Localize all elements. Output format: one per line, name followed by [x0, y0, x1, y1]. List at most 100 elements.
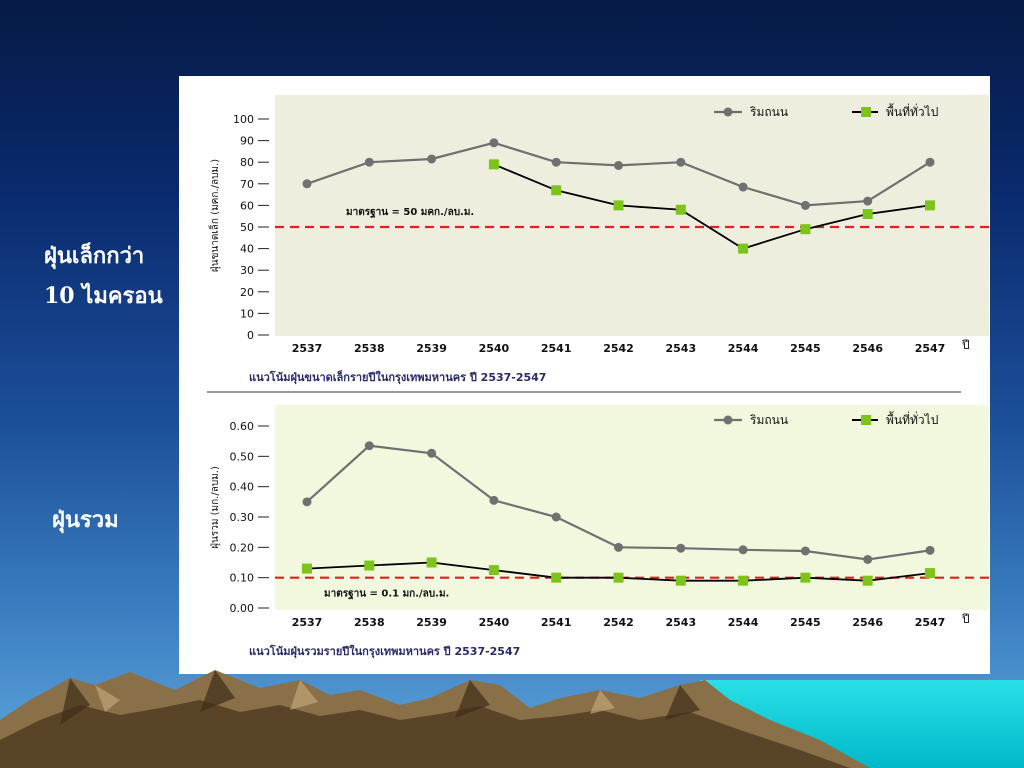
tsp-y-tick-label: 0.20	[230, 541, 255, 554]
pm10-x-tick-label: 2542	[603, 342, 634, 355]
pm10-x-tick-label: 2544	[728, 342, 759, 355]
chart-panel: 0 10 20 30 40 50 60 70 80 90 100 ฝุ่นขนาดเล็ก (มคก.…	[179, 76, 990, 674]
pm10-roadside-point	[489, 138, 499, 148]
tsp-x-tick-label: 2545	[790, 616, 821, 629]
pm10-x-tick-label: 2546	[852, 342, 883, 355]
pm10-x-tick-label: 2539	[416, 342, 447, 355]
pm10-y-tick-label: 100	[233, 113, 254, 126]
tsp-x-tick-label: 2544	[728, 616, 759, 629]
tsp-x-tick-label: 2543	[665, 616, 696, 629]
tsp-legend-general-marker	[861, 415, 871, 425]
tsp-roadside-point	[738, 545, 748, 555]
tsp-general-point	[302, 563, 312, 574]
pm10-x-tick-label: 2543	[665, 342, 696, 355]
tsp-general-point	[426, 557, 437, 568]
pm10-x-tick-label: 2540	[479, 342, 510, 355]
pm10-roadside-point	[427, 154, 437, 164]
tsp-x-tick-label: 2538	[354, 616, 385, 629]
pm10-chart-title: แนวโน้มฝุ่นขนาดเล็กรายปีในกรุงเทพมหานคร …	[249, 370, 546, 385]
pm10-general-point	[925, 200, 935, 211]
fine-dust-label: ฝุ่นเล็กกว่า 10 ไมครอน	[44, 236, 163, 316]
pm10-roadside-point	[800, 200, 810, 210]
tsp-x-tick-label: 2537	[292, 616, 323, 629]
tsp-y-tick-label: 0.40	[230, 481, 255, 494]
tsp-general-point	[488, 565, 499, 576]
pm10-y-tick-label: 0	[247, 329, 254, 342]
tsp-y-tick-label: 0.30	[230, 511, 255, 524]
tsp-general-point	[675, 575, 686, 586]
tsp-general-point	[613, 572, 624, 583]
tsp-general-point	[925, 568, 935, 579]
tsp-roadside-point	[551, 512, 561, 522]
pm10-roadside-point	[738, 182, 748, 192]
pm10-y-tick-label: 20	[240, 286, 254, 299]
pm10-roadside-point	[614, 160, 623, 170]
fine-dust-label-line2: 10 ไมครอน	[44, 283, 163, 309]
pm10-x-tick-label: 2545	[790, 342, 821, 355]
tsp-y-axis-label: ฝุ่นรวม (มก./ลบม.)	[210, 466, 221, 549]
pm10-x-tick-label: 2547	[915, 342, 946, 355]
tsp-roadside-point	[427, 448, 437, 458]
pm10-y-tick-label: 80	[240, 156, 254, 169]
pm10-roadside-point	[676, 157, 686, 167]
tsp-standard-label: มาตรฐาน = 0.1 มก./ลบ.ม.	[324, 589, 449, 600]
pm10-roadside-point	[302, 179, 312, 189]
pm10-general-point	[862, 209, 873, 220]
tsp-x-tick-label: 2542	[603, 616, 634, 629]
tsp-y-tick-label: 0.00	[230, 602, 255, 615]
pm10-x-tick-label: 2537	[292, 342, 323, 355]
pm10-y-tick-label: 40	[240, 243, 254, 256]
pm10-y-tick-label: 50	[240, 221, 254, 234]
pm10-y-tick-label: 60	[240, 199, 254, 212]
mountain-landscape	[0, 670, 1024, 768]
tsp-x-tick-label: 2547	[915, 616, 946, 629]
pm10-y-tick-label: 10	[240, 307, 254, 320]
pm10-y-axis-label: ฝุ่นขนาดเล็ก (มคก./ลบม.)	[207, 159, 221, 272]
tsp-y-tick-label: 0.10	[230, 572, 255, 585]
tsp-roadside-point	[364, 441, 374, 451]
pm10-roadside-point	[551, 157, 561, 167]
tsp-legend-roadside-marker	[723, 415, 733, 425]
tsp-general-point	[738, 575, 749, 586]
pm10-legend-roadside-label: ริมถนน	[749, 105, 788, 119]
pm10-general-point	[675, 204, 686, 215]
tsp-x-tick-label: 2540	[479, 616, 510, 629]
total-dust-label: ฝุ่นรวม	[52, 507, 119, 533]
pm10-general-point	[738, 243, 749, 254]
pm10-y-tick-label: 90	[240, 135, 254, 148]
tsp-roadside-point	[800, 546, 810, 556]
pm10-general-point	[613, 200, 624, 211]
pm10-roadside-point	[925, 157, 935, 167]
tsp-roadside-point	[676, 543, 686, 553]
tsp-chart-title: แนวโน้มฝุ่นรวมรายปีในกรุงเทพมหานคร ปี 25…	[249, 644, 520, 659]
tsp-legend-general-label: พื้นที่ทั่วไป	[886, 411, 938, 427]
tsp-x-tick-label: 2546	[852, 616, 883, 629]
pm10-x-tick-label: 2538	[354, 342, 385, 355]
tsp-roadside-point	[925, 545, 935, 555]
charts-svg: 0 10 20 30 40 50 60 70 80 90 100 ฝุ่นขนาดเล็ก (มคก.…	[207, 95, 989, 659]
tsp-general-point	[862, 575, 873, 586]
tsp-roadside-point	[614, 542, 623, 552]
pm10-y-tick-label: 70	[240, 178, 254, 191]
pm10-roadside-point	[364, 157, 374, 167]
tsp-legend-roadside-label: ริมถนน	[749, 413, 788, 427]
pm10-general-point	[800, 224, 811, 235]
tsp-x-tick-label: 2539	[416, 616, 447, 629]
tsp-roadside-point	[489, 495, 499, 505]
tsp-roadside-point	[302, 497, 312, 507]
pm10-x-tick-label: 2541	[541, 342, 572, 355]
fine-dust-label-line1: ฝุ่นเล็กกว่า	[44, 243, 145, 269]
pm10-legend-general-marker	[861, 107, 871, 117]
pm10-legend-general-label: พื้นที่ทั่วไป	[886, 103, 938, 119]
tsp-general-point	[551, 572, 562, 583]
pm10-general-point	[488, 159, 499, 170]
tsp-roadside-point	[863, 554, 873, 564]
pm10-legend-roadside-marker	[723, 107, 733, 117]
pm10-general-point	[551, 185, 562, 196]
pm10-standard-label: มาตรฐาน = 50 มคก./ลบ.ม.	[346, 207, 474, 218]
tsp-y-tick-label: 0.60	[230, 420, 255, 433]
pm10-x-axis-label: ปี	[961, 338, 969, 352]
pm10-y-tick-label: 30	[240, 264, 254, 277]
tsp-x-tick-label: 2541	[541, 616, 572, 629]
tsp-general-point	[800, 572, 811, 583]
